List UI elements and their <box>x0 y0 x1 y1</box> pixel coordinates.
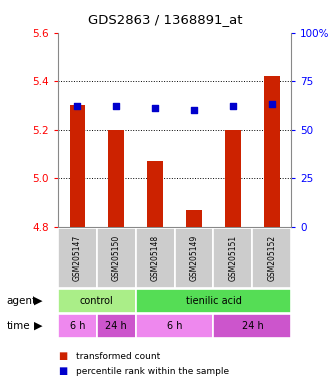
Text: control: control <box>80 296 114 306</box>
Text: GSM205147: GSM205147 <box>73 235 82 281</box>
Text: time: time <box>7 321 30 331</box>
Bar <box>70 105 85 227</box>
Bar <box>264 76 280 227</box>
Point <box>191 107 197 113</box>
Point <box>114 103 119 109</box>
Text: ▶: ▶ <box>34 321 42 331</box>
Text: tienilic acid: tienilic acid <box>186 296 241 306</box>
Bar <box>225 129 241 227</box>
Bar <box>186 210 202 227</box>
Text: agent: agent <box>7 296 37 306</box>
Text: ▶: ▶ <box>34 296 42 306</box>
Bar <box>109 129 124 227</box>
Bar <box>97 228 136 288</box>
Bar <box>58 314 97 338</box>
Bar <box>252 228 291 288</box>
Bar <box>147 161 163 227</box>
Text: ■: ■ <box>58 351 67 361</box>
Bar <box>58 228 97 288</box>
Bar <box>58 289 136 313</box>
Point <box>230 103 236 109</box>
Text: GSM205151: GSM205151 <box>228 235 237 281</box>
Text: GSM205148: GSM205148 <box>151 235 160 281</box>
Text: 6 h: 6 h <box>70 321 85 331</box>
Text: 24 h: 24 h <box>105 321 127 331</box>
Text: GSM205150: GSM205150 <box>112 235 121 281</box>
Text: 24 h: 24 h <box>242 321 263 331</box>
Text: GSM205149: GSM205149 <box>190 235 199 281</box>
Point <box>153 105 158 111</box>
Text: percentile rank within the sample: percentile rank within the sample <box>76 367 229 376</box>
Text: ■: ■ <box>58 366 67 376</box>
Text: GSM205152: GSM205152 <box>267 235 276 281</box>
Text: GDS2863 / 1368891_at: GDS2863 / 1368891_at <box>88 13 243 26</box>
Text: 6 h: 6 h <box>167 321 182 331</box>
Bar <box>136 228 175 288</box>
Bar <box>136 289 291 313</box>
Point <box>269 101 274 108</box>
Bar <box>213 228 252 288</box>
Point <box>75 103 80 109</box>
Bar <box>136 314 213 338</box>
Bar <box>175 228 213 288</box>
Bar <box>213 314 291 338</box>
Bar <box>97 314 136 338</box>
Text: transformed count: transformed count <box>76 352 161 361</box>
